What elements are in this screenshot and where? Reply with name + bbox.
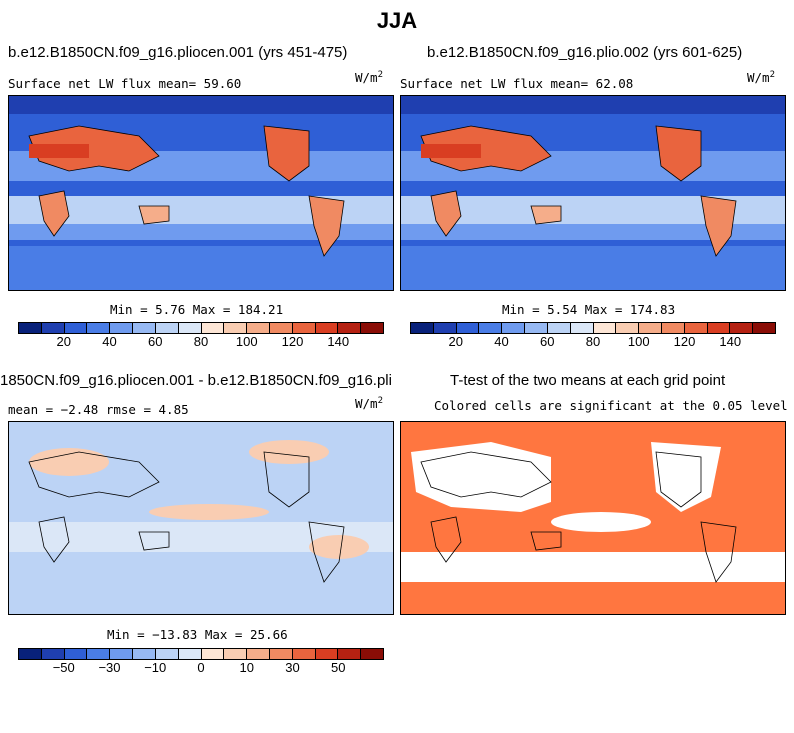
colorbar-abs-left-swatch-4 (110, 323, 134, 333)
panel-tr-variable-label: Surface net LW flux mean= 62.08 (400, 76, 634, 91)
colorbar-diff-swatch-15 (361, 649, 383, 659)
panel-tl-title: b.e12.B1850CN.f09_g16.pliocen.001 (yrs 4… (8, 44, 348, 61)
colorbar-abs-right-swatch-9 (616, 323, 640, 333)
colorbar-abs-left-swatch-6 (155, 323, 179, 333)
colorbar-diff-swatch-0 (19, 649, 42, 659)
panel-tr-title: b.e12.B1850CN.f09_g16.plio.002 (yrs 601-… (427, 44, 743, 61)
colorbar-abs-right-tick-label: 40 (494, 334, 509, 349)
figure-title: JJA (376, 8, 418, 33)
colorbar-abs-left-tick-label: 80 (193, 334, 209, 349)
panel-tr-map (400, 95, 786, 291)
colorbar-diff-swatch-2 (64, 649, 88, 659)
colorbar-abs-left-swatch-11 (269, 323, 293, 333)
colorbar-abs-left-swatch-0 (19, 323, 42, 333)
panel-tr-minmax: Min = 5.54 Max = 174.83 (502, 302, 676, 317)
colorbar-abs-right-swatch-4 (502, 323, 526, 333)
colorbar-abs-left-tick-label: 120 (281, 334, 304, 349)
colorbar-abs-right-swatch-15 (753, 323, 775, 333)
colorbar-abs-left-swatch-12 (292, 323, 316, 333)
panel-tl-map (8, 95, 394, 291)
colorbar-abs-left-swatch-8 (201, 323, 225, 333)
colorbar-abs-right-swatch-10 (639, 323, 662, 333)
colorbar-diff-tick-label: 0 (197, 660, 205, 675)
colorbar-abs-right-swatch-6 (547, 323, 571, 333)
colorbar-diff-swatch-1 (41, 649, 65, 659)
colorbar-abs-right-swatch-11 (661, 323, 685, 333)
colorbar-abs-right-swatch-8 (593, 323, 617, 333)
colorbar-diff-swatch-4 (110, 649, 134, 659)
colorbar-abs-right-swatch-7 (570, 323, 594, 333)
colorbar-diff-tick-label: −50 (52, 660, 75, 675)
colorbar-diff-swatch-6 (155, 649, 179, 659)
colorbar-diff-swatch-5 (133, 649, 156, 659)
colorbar-abs-right-swatch-0 (411, 323, 434, 333)
colorbar-abs-left-swatch-5 (133, 323, 156, 333)
colorbar-abs-right-tick-label: 140 (719, 334, 742, 349)
panel-bl-minmax: Min = −13.83 Max = 25.66 (107, 627, 288, 642)
colorbar-abs-right-tick-label: 80 (585, 334, 601, 349)
colorbar-abs-left-tick-label: 40 (102, 334, 117, 349)
colorbar-diff-swatch-12 (292, 649, 316, 659)
colorbar-abs-left-swatch-2 (64, 323, 88, 333)
panel-tr-units: W/m2 (747, 70, 775, 86)
colorbar-abs-left-swatch-10 (247, 323, 270, 333)
colorbar-diff-tick-label: 30 (285, 660, 300, 675)
colorbar-abs-right-swatch-13 (707, 323, 731, 333)
colorbar-diff-swatch-7 (178, 649, 202, 659)
colorbar-diff-tick-label: −30 (98, 660, 121, 675)
colorbar-abs-left-tick-label: 140 (327, 334, 350, 349)
colorbar-abs-right-swatch-5 (525, 323, 548, 333)
panel-br-title: T-test of the two means at each grid poi… (450, 372, 726, 389)
colorbar-abs-left-swatch-13 (315, 323, 339, 333)
colorbar-abs-right-swatch-14 (730, 323, 754, 333)
colorbar-abs-left-swatch-3 (87, 323, 111, 333)
colorbar-abs-right (410, 322, 776, 334)
colorbar-abs-right-swatch-12 (684, 323, 708, 333)
colorbar-diff-swatch-9 (224, 649, 248, 659)
colorbar-abs-left-swatch-7 (178, 323, 202, 333)
panel-bl-stats: mean = −2.48 rmse = 4.85 (8, 402, 189, 417)
panel-bl-units: W/m2 (355, 396, 383, 412)
colorbar-diff-swatch-3 (87, 649, 111, 659)
panel-bl-map (8, 421, 394, 615)
colorbar-diff-swatch-11 (269, 649, 293, 659)
colorbar-diff-swatch-13 (315, 649, 339, 659)
colorbar-diff-tick-label: 10 (239, 660, 254, 675)
colorbar-diff (18, 648, 384, 660)
panel-tl-variable-label: Surface net LW flux mean= 59.60 (8, 76, 242, 91)
panel-br-subtitle: Colored cells are significant at the 0.0… (434, 398, 788, 413)
colorbar-abs-right-tick-label: 20 (448, 334, 463, 349)
colorbar-abs-right-swatch-3 (479, 323, 503, 333)
colorbar-diff-tick-label: 50 (331, 660, 346, 675)
colorbar-abs-right-swatch-2 (456, 323, 480, 333)
colorbar-diff-swatch-10 (247, 649, 270, 659)
colorbar-diff-swatch-8 (201, 649, 225, 659)
panel-tl-units: W/m2 (355, 70, 383, 86)
panel-tl-minmax: Min = 5.76 Max = 184.21 (110, 302, 284, 317)
colorbar-abs-right-tick-label: 120 (673, 334, 696, 349)
colorbar-abs-left-swatch-9 (224, 323, 248, 333)
colorbar-abs-left (18, 322, 384, 334)
colorbar-abs-left-ticks: 20 40 60 80 100 120 140 (18, 334, 384, 350)
panel-br-map (400, 421, 786, 615)
colorbar-diff-swatch-14 (338, 649, 362, 659)
colorbar-diff-ticks: −50 −30 −10 0 10 30 50 (18, 660, 384, 676)
colorbar-abs-right-tick-label: 100 (627, 334, 650, 349)
colorbar-abs-left-swatch-15 (361, 323, 383, 333)
colorbar-abs-left-swatch-14 (338, 323, 362, 333)
colorbar-abs-right-ticks: 20 40 60 80 100 120 140 (410, 334, 776, 350)
colorbar-abs-right-swatch-1 (433, 323, 457, 333)
colorbar-diff-tick-label: −10 (144, 660, 167, 675)
colorbar-abs-left-tick-label: 100 (235, 334, 258, 349)
colorbar-abs-right-tick-label: 60 (540, 334, 555, 349)
panel-bl-title: 1850CN.f09_g16.pliocen.001 - b.e12.B1850… (0, 372, 392, 389)
colorbar-abs-left-tick-label: 60 (148, 334, 163, 349)
colorbar-abs-left-tick-label: 20 (56, 334, 71, 349)
colorbar-abs-left-swatch-1 (41, 323, 65, 333)
